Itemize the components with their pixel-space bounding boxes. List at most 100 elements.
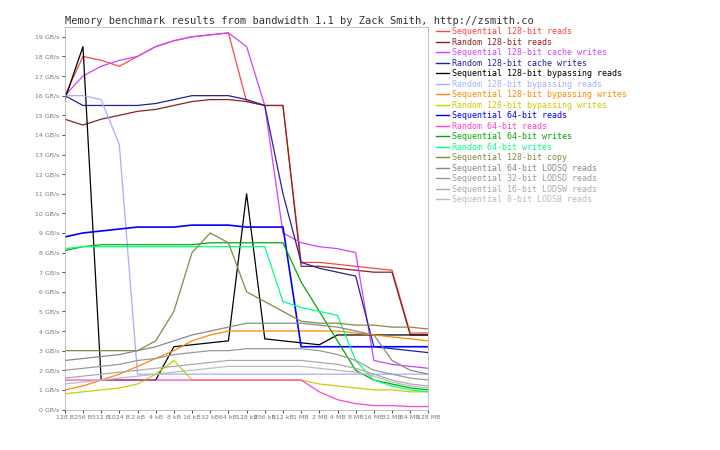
Sequential 32-bit LODSD reads [315,348,323,353]
Line: Sequential 128-bit bypassing writes: Sequential 128-bit bypassing writes [65,331,428,390]
Sequential 32-bit LODSD reads [424,378,433,383]
Random 128-bit bypassing writes [60,391,69,396]
Sequential 128-bit reads [297,260,305,265]
Random 64-bit writes [96,244,106,249]
Sequential 128-bit reads [333,261,342,267]
Sequential 128-bit bypassing writes [297,328,305,334]
Random 128-bit cache writes [188,93,197,99]
Random 64-bit reads [115,378,124,383]
Random 128-bit reads [406,332,415,338]
Sequential 128-bit bypassing reads [78,44,87,50]
Sequential 32-bit LODSD reads [387,372,396,377]
Sequential 64-bit writes [78,244,87,249]
Sequential 64-bit writes [351,368,360,373]
Sequential 128-bit copy [369,323,378,328]
Sequential 128-bit copy [224,240,233,245]
Random 64-bit writes [387,383,396,389]
Sequential 128-bit cache writes [369,358,378,363]
Sequential 128-bit cache writes [133,54,142,59]
Sequential 8-bit LODSB reads [206,365,215,371]
Random 128-bit reads [351,268,360,273]
Sequential 128-bit cache writes [387,362,396,367]
Random 64-bit reads [170,378,179,383]
Sequential 16-bit LODSW reads [133,368,142,373]
Sequential 128-bit cache writes [151,44,160,50]
Sequential 8-bit LODSB reads [261,364,269,369]
Sequential 64-bit LODSQ reads [279,320,287,326]
Random 128-bit bypassing writes [188,378,197,383]
Sequential 64-bit LODSQ reads [369,332,378,338]
Random 128-bit cache writes [351,274,360,279]
Sequential 32-bit LODSD reads [60,368,69,373]
Random 128-bit cache writes [387,346,396,351]
Random 128-bit cache writes [133,103,142,108]
Line: Sequential 64-bit reads: Sequential 64-bit reads [65,225,428,347]
Random 64-bit reads [261,378,269,383]
Sequential 128-bit cache writes [188,34,197,40]
Sequential 64-bit LODSQ reads [242,320,251,326]
Sequential 128-bit bypassing reads [133,378,142,383]
Sequential 128-bit bypassing reads [151,378,160,383]
Random 128-bit cache writes [279,191,287,197]
Sequential 128-bit bypassing reads [188,342,197,347]
Sequential 8-bit LODSB reads [279,364,287,369]
Sequential 16-bit LODSW reads [206,360,215,365]
Sequential 128-bit bypassing writes [279,328,287,334]
Sequential 32-bit LODSD reads [170,352,179,357]
Sequential 16-bit LODSW reads [387,378,396,383]
Sequential 128-bit reads [369,266,378,271]
Random 128-bit bypassing reads [369,372,378,377]
Sequential 64-bit writes [424,387,433,392]
Line: Sequential 16-bit LODSW reads: Sequential 16-bit LODSW reads [65,360,428,386]
Random 64-bit reads [279,378,287,383]
Sequential 128-bit copy [333,320,342,326]
Random 128-bit bypassing reads [406,372,415,377]
Sequential 128-bit bypassing reads [261,336,269,342]
Sequential 8-bit LODSB reads [424,385,433,391]
Random 128-bit bypassing reads [133,372,142,377]
Random 128-bit bypassing writes [315,381,323,387]
Sequential 128-bit copy [206,230,215,236]
Sequential 128-bit reads [96,58,106,63]
Sequential 128-bit copy [78,348,87,353]
Random 128-bit reads [96,117,106,122]
Random 128-bit bypassing reads [60,93,69,99]
Random 64-bit reads [242,378,251,383]
Sequential 8-bit LODSB reads [406,383,415,389]
Random 128-bit reads [133,108,142,114]
Sequential 8-bit LODSB reads [224,364,233,369]
Sequential 8-bit LODSB reads [369,374,378,379]
Random 128-bit bypassing reads [279,372,287,377]
Sequential 64-bit reads [96,228,106,234]
Random 64-bit writes [242,244,251,249]
Sequential 32-bit LODSD reads [297,346,305,351]
Sequential 128-bit reads [424,330,433,336]
Sequential 128-bit bypassing reads [206,340,215,346]
Sequential 64-bit reads [188,222,197,228]
Sequential 32-bit LODSD reads [406,375,415,381]
Random 128-bit cache writes [224,93,233,99]
Sequential 128-bit bypassing writes [406,336,415,342]
Random 128-bit bypassing reads [188,372,197,377]
Random 128-bit bypassing reads [297,372,305,377]
Random 128-bit reads [206,97,215,102]
Random 64-bit reads [188,378,197,383]
Sequential 128-bit bypassing reads [406,332,415,338]
Random 128-bit cache writes [78,103,87,108]
Sequential 128-bit reads [242,99,251,104]
Line: Sequential 128-bit cache writes: Sequential 128-bit cache writes [65,33,428,368]
Sequential 128-bit copy [424,326,433,332]
Sequential 64-bit reads [424,344,433,350]
Sequential 64-bit LODSQ reads [315,323,323,328]
Sequential 16-bit LODSW reads [242,358,251,363]
Line: Random 128-bit cache writes: Random 128-bit cache writes [65,96,428,353]
Line: Sequential 128-bit reads: Sequential 128-bit reads [65,33,428,333]
Sequential 32-bit LODSD reads [78,365,87,371]
Sequential 16-bit LODSW reads [279,358,287,363]
Random 128-bit bypassing writes [351,385,360,391]
Sequential 8-bit LODSB reads [351,369,360,375]
Sequential 64-bit writes [406,385,415,391]
Sequential 64-bit reads [60,234,69,239]
Random 128-bit reads [188,99,197,104]
Random 64-bit writes [206,244,215,249]
